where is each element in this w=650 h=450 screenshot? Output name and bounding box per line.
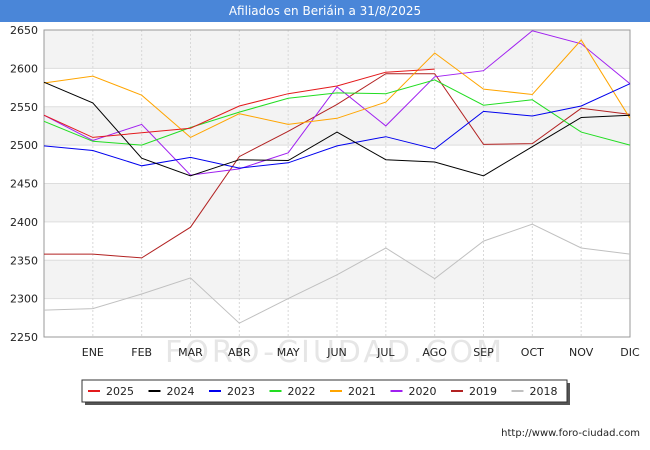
y-tick-label: 2300 [10,293,38,306]
x-tick-label: FEB [131,346,152,359]
x-tick-label: JUL [376,346,395,359]
legend-label-2021: 2021 [348,385,376,398]
legend-label-2022: 2022 [288,385,316,398]
legend-label-2025: 2025 [106,385,134,398]
x-tick-label: AGO [422,346,447,359]
series-line-2018 [43,223,631,324]
legend-label-2020: 2020 [409,385,437,398]
legend-label-2024: 2024 [167,385,195,398]
x-tick-label: MAR [178,346,203,359]
y-tick-label: 2250 [10,331,38,344]
x-tick-label: DIC [620,346,640,359]
x-tick-label: SEP [473,346,494,359]
x-tick-label: ENE [82,346,104,359]
series-line-2021 [43,39,631,138]
legend-box [81,379,568,403]
chart-title: Afiliados en Beriáin a 31/8/2025 [0,0,650,22]
watermark: FORO-CIUDAD.COM [165,335,505,370]
series-line-2025 [43,68,435,138]
y-tick-label: 2350 [10,254,38,267]
footer-url[interactable]: http://www.foro-ciudad.com [501,428,640,439]
y-tick-label: 2600 [10,62,38,75]
legend-label-2023: 2023 [227,385,255,398]
y-tick-label: 2400 [10,216,38,229]
plot-area [43,29,631,338]
x-tick-label: MAY [277,346,300,359]
grid-band [44,30,630,69]
series-line-2024 [43,81,631,177]
series-line-2019 [44,73,631,259]
y-tick-label: 2450 [10,178,38,191]
y-tick-label: 2550 [10,101,38,114]
x-tick-label: OCT [521,346,544,359]
legend-label-2019: 2019 [469,385,497,398]
y-tick-label: 2500 [10,139,38,152]
x-tick-label: ABR [228,346,251,359]
series-line-2020 [43,30,631,176]
series-line-2022 [43,79,631,146]
legend-label-2018: 2018 [530,385,558,398]
x-tick-label: JUN [326,346,347,359]
series-line-2023 [43,83,631,169]
x-tick-label: NOV [569,346,594,359]
y-tick-label: 2650 [10,24,38,37]
